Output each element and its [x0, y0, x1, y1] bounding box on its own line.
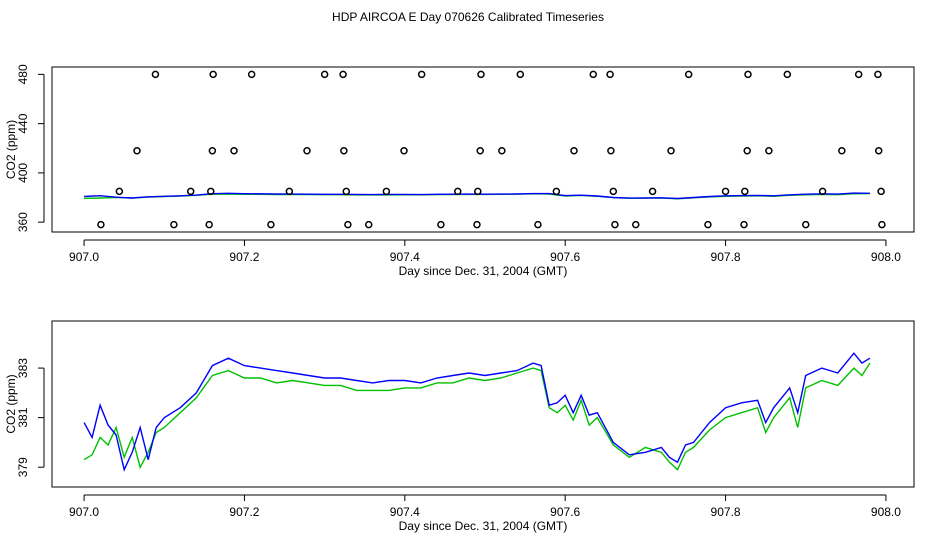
- x-tick-label: 908.0: [871, 250, 901, 264]
- data-point: [339, 70, 347, 79]
- y-tick-label: 360: [16, 212, 30, 232]
- y-tick-label: 383: [16, 358, 30, 378]
- data-point: [477, 70, 485, 79]
- data-point: [344, 220, 352, 229]
- data-point: [303, 146, 311, 155]
- data-point: [453, 187, 462, 196]
- data-point: [476, 146, 484, 155]
- x-tick-label: 907.2: [229, 250, 259, 264]
- y-axis-label: CO2 (ppm): [4, 120, 18, 179]
- x-axis-label: Day since Dec. 31, 2004 (GMT): [399, 264, 568, 278]
- data-point: [607, 146, 615, 155]
- x-tick-label: 907.4: [390, 250, 420, 264]
- data-point: [667, 146, 675, 155]
- data-point: [267, 220, 275, 229]
- series-line: [83, 352, 871, 472]
- series-line: [83, 362, 871, 471]
- data-point: [115, 187, 124, 196]
- data-point: [704, 220, 712, 229]
- data-point: [874, 70, 882, 79]
- data-point: [247, 70, 256, 79]
- data-point: [340, 146, 348, 155]
- x-tick-label: 907.8: [711, 250, 741, 264]
- data-point: [186, 187, 195, 196]
- data-point: [632, 220, 640, 229]
- data-point: [474, 187, 482, 196]
- data-point: [170, 220, 178, 229]
- data-point: [151, 70, 160, 79]
- data-point: [818, 187, 827, 196]
- x-tick-label: 907.0: [69, 250, 99, 264]
- data-point: [207, 187, 215, 196]
- data-point: [364, 220, 373, 229]
- y-tick-label: 381: [16, 407, 30, 427]
- x-axis-label: Day since Dec. 31, 2004 (GMT): [399, 519, 568, 533]
- data-point: [606, 70, 614, 79]
- data-point: [589, 70, 598, 79]
- y-tick-label: 440: [16, 113, 30, 133]
- data-point: [400, 146, 408, 155]
- data-point: [570, 146, 578, 155]
- data-point: [498, 146, 506, 155]
- data-point: [765, 146, 773, 155]
- x-tick-label: 907.0: [69, 505, 99, 519]
- data-point: [609, 187, 618, 196]
- x-tick-label: 907.8: [711, 505, 741, 519]
- data-point: [230, 146, 238, 155]
- y-tick-label: 400: [16, 163, 30, 183]
- data-point: [320, 70, 329, 79]
- data-point: [838, 146, 846, 155]
- data-point: [801, 220, 810, 229]
- data-point: [97, 220, 105, 229]
- x-tick-label: 908.0: [871, 505, 901, 519]
- plot-box: [51, 66, 915, 233]
- data-point: [534, 220, 542, 229]
- data-point: [783, 70, 792, 79]
- data-point: [684, 70, 693, 79]
- x-tick-label: 907.4: [390, 505, 420, 519]
- y-tick-label: 480: [16, 64, 30, 84]
- data-point: [285, 187, 294, 196]
- data-point: [342, 187, 351, 196]
- data-point: [552, 187, 561, 196]
- data-point: [648, 187, 657, 196]
- page-title: HDP AIRCOA E Day 070626 Calibrated Times…: [332, 10, 604, 24]
- data-point: [854, 70, 863, 79]
- data-point: [437, 220, 445, 229]
- data-point: [473, 220, 481, 229]
- data-point: [611, 220, 619, 229]
- y-tick-label: 379: [16, 457, 30, 477]
- x-tick-label: 907.2: [229, 505, 259, 519]
- y-axis-label: CO2 (ppm): [4, 374, 18, 433]
- x-tick-label: 907.6: [550, 505, 580, 519]
- data-point: [133, 146, 141, 155]
- data-point: [516, 70, 525, 79]
- data-point: [209, 70, 217, 79]
- data-point: [205, 220, 213, 229]
- data-point: [874, 146, 883, 155]
- data-point: [744, 70, 752, 79]
- data-point: [417, 70, 426, 79]
- data-point: [208, 146, 217, 155]
- data-point: [877, 187, 885, 196]
- plot-box: [51, 320, 915, 488]
- data-point: [721, 187, 730, 196]
- data-point: [743, 146, 751, 155]
- data-point: [740, 220, 748, 229]
- data-point: [741, 187, 749, 196]
- data-point: [382, 187, 391, 196]
- x-tick-label: 907.6: [550, 250, 580, 264]
- data-point: [878, 220, 886, 229]
